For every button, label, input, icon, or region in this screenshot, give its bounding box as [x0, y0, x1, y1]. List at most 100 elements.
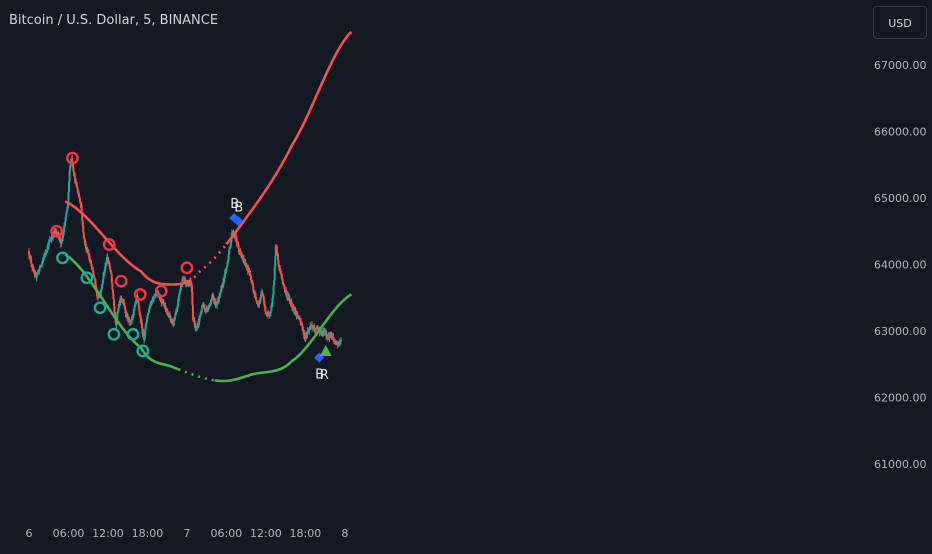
candle-body	[102, 272, 105, 280]
candle-body	[228, 249, 231, 255]
candle-body	[337, 343, 340, 345]
candle-body	[210, 300, 213, 305]
candle-body	[117, 305, 120, 308]
candle-body	[252, 290, 255, 292]
candle-body	[28, 255, 31, 258]
candle-body	[229, 246, 232, 248]
resistance-marker	[50, 224, 64, 238]
candle-body	[94, 279, 97, 285]
candle-body	[234, 234, 237, 238]
candle-body	[302, 330, 305, 332]
candle-body	[120, 299, 123, 302]
candle-body	[45, 251, 48, 253]
candle-body	[154, 296, 157, 298]
candle-body	[201, 306, 204, 309]
candle-body	[169, 315, 172, 321]
candle-body	[139, 315, 142, 318]
candle-body	[133, 307, 136, 310]
candle-body	[308, 327, 311, 329]
candle-body	[176, 305, 179, 309]
upper-curve-solid	[64, 200, 189, 286]
support-marker	[126, 327, 140, 341]
candle-body	[314, 331, 317, 333]
candle-body	[316, 327, 319, 329]
candle-body	[211, 297, 214, 300]
candle-body	[279, 271, 282, 273]
candle-body	[196, 326, 199, 329]
price-axis[interactable]: 61000.00 62000.00 63000.00 64000.00 65000.00…	[874, 59, 927, 471]
markers-layer	[50, 151, 194, 358]
candle-body	[103, 269, 106, 272]
candle-body	[116, 313, 119, 321]
candle-body	[53, 230, 56, 232]
candle-body	[273, 267, 276, 281]
candle-body	[339, 340, 342, 342]
lower-curve-dotted	[177, 368, 215, 382]
candle-body	[219, 291, 222, 294]
candle-body	[261, 292, 264, 295]
candle-body	[254, 293, 257, 297]
candle-body	[213, 301, 216, 305]
candle-body	[143, 335, 146, 340]
candle-body	[313, 327, 316, 332]
candle-body	[325, 331, 328, 337]
candle-body	[68, 181, 71, 192]
candle-body	[70, 161, 73, 163]
candle-body	[131, 316, 134, 321]
curves-layer	[64, 30, 353, 383]
candle-body	[245, 265, 248, 267]
resistance-marker	[66, 151, 79, 165]
candle-body	[200, 312, 203, 314]
candle-body	[227, 254, 230, 260]
candle-body	[178, 294, 181, 298]
buy-signal-diamond	[233, 216, 244, 227]
candle-body	[165, 308, 168, 311]
candle-body	[308, 328, 311, 331]
candle-body	[213, 299, 216, 302]
candle-body	[73, 175, 76, 177]
candle-body	[260, 292, 263, 295]
candle-body	[31, 267, 34, 271]
candle-body	[262, 294, 265, 297]
candle-body	[81, 220, 84, 226]
candle-body	[43, 255, 46, 257]
candle-body	[340, 339, 343, 342]
candle-body	[99, 292, 102, 295]
candle-body	[60, 239, 63, 243]
candle-body	[106, 257, 109, 260]
candle-body	[204, 307, 207, 311]
candle-body	[263, 299, 266, 305]
candle-body	[100, 288, 103, 293]
candle-body	[238, 248, 241, 253]
candle-body	[171, 322, 174, 325]
candle-body	[298, 317, 301, 320]
candle-body	[138, 311, 141, 316]
candle-body	[256, 301, 259, 304]
candle-body	[92, 270, 95, 274]
candle-body	[276, 252, 279, 255]
candle-body	[218, 295, 221, 299]
candle-body	[140, 323, 143, 329]
candle-body	[75, 181, 78, 183]
signal-triangle	[319, 344, 332, 356]
candle-body	[299, 321, 302, 323]
candle-body	[250, 276, 253, 281]
candle-body	[51, 237, 54, 239]
candle-body	[47, 242, 50, 247]
candle-body	[168, 314, 171, 316]
candle-body	[283, 285, 286, 289]
candle-body	[224, 271, 227, 273]
currency-button[interactable]: USD	[873, 6, 927, 39]
candle-body	[206, 307, 209, 309]
candle-body	[116, 311, 119, 314]
time-axis[interactable]: 6 06:00 12:00 18:00 7 06:00 12:00 18:00 8	[26, 527, 349, 540]
candle-body	[250, 280, 253, 282]
candle-body	[122, 300, 125, 305]
candle-body	[249, 273, 252, 277]
candle-body	[41, 260, 44, 263]
candle-body	[41, 262, 44, 265]
candle-body	[104, 266, 107, 270]
candle-body	[153, 298, 156, 300]
